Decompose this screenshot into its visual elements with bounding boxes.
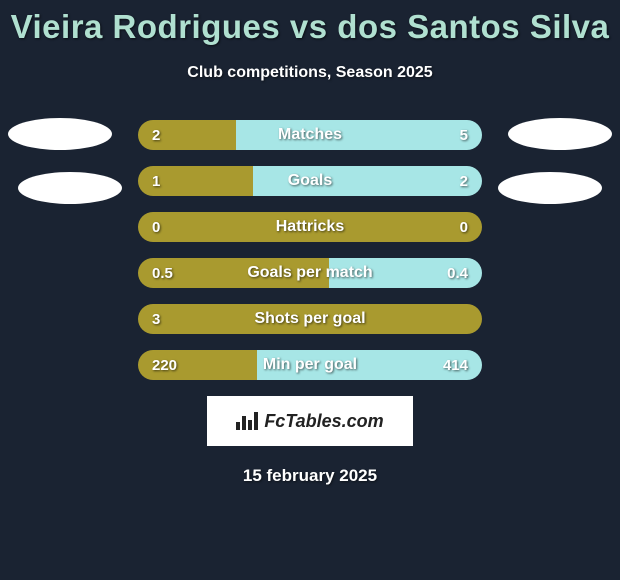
stat-bar-row: Goals12 <box>138 166 482 196</box>
stat-bar-left-segment <box>138 304 482 334</box>
stat-bars-container: Matches25 Goals12 Hattricks00 Goals per mat… <box>138 120 482 380</box>
stat-bar-right-segment <box>257 350 482 380</box>
bar-chart-icon <box>236 412 258 430</box>
vs-separator: vs <box>280 8 337 45</box>
stat-bar-right-segment <box>253 166 482 196</box>
player-left-name: Vieira Rodrigues <box>11 8 281 45</box>
player-right-name: dos Santos Silva <box>337 8 609 45</box>
fctables-logo[interactable]: FcTables.com <box>207 396 413 446</box>
stat-bar-row: Shots per goal3 <box>138 304 482 334</box>
stat-bar-row: Goals per match0.50.4 <box>138 258 482 288</box>
competition-subtitle: Club competitions, Season 2025 <box>0 64 620 82</box>
stat-bar-row: Hattricks00 <box>138 212 482 242</box>
player-right-avatar-placeholder-2 <box>498 172 602 204</box>
logo-text: FcTables.com <box>264 411 383 432</box>
stat-bar-left-segment <box>138 166 253 196</box>
stat-bar-left-segment <box>138 212 482 242</box>
stat-bar-row: Min per goal220414 <box>138 350 482 380</box>
stat-bar-row: Matches25 <box>138 120 482 150</box>
player-left-avatar-placeholder-2 <box>18 172 122 204</box>
comparison-chart: Matches25 Goals12 Hattricks00 Goals per mat… <box>0 120 620 380</box>
stat-bar-right-segment <box>329 258 482 288</box>
stat-bar-right-segment <box>236 120 482 150</box>
player-right-avatar-placeholder <box>508 118 612 150</box>
stat-bar-left-segment <box>138 258 329 288</box>
player-left-avatar-placeholder <box>8 118 112 150</box>
stat-bar-left-segment <box>138 120 236 150</box>
stat-bar-left-segment <box>138 350 257 380</box>
comparison-date: 15 february 2025 <box>0 466 620 486</box>
comparison-title: Vieira Rodrigues vs dos Santos Silva <box>0 0 620 46</box>
